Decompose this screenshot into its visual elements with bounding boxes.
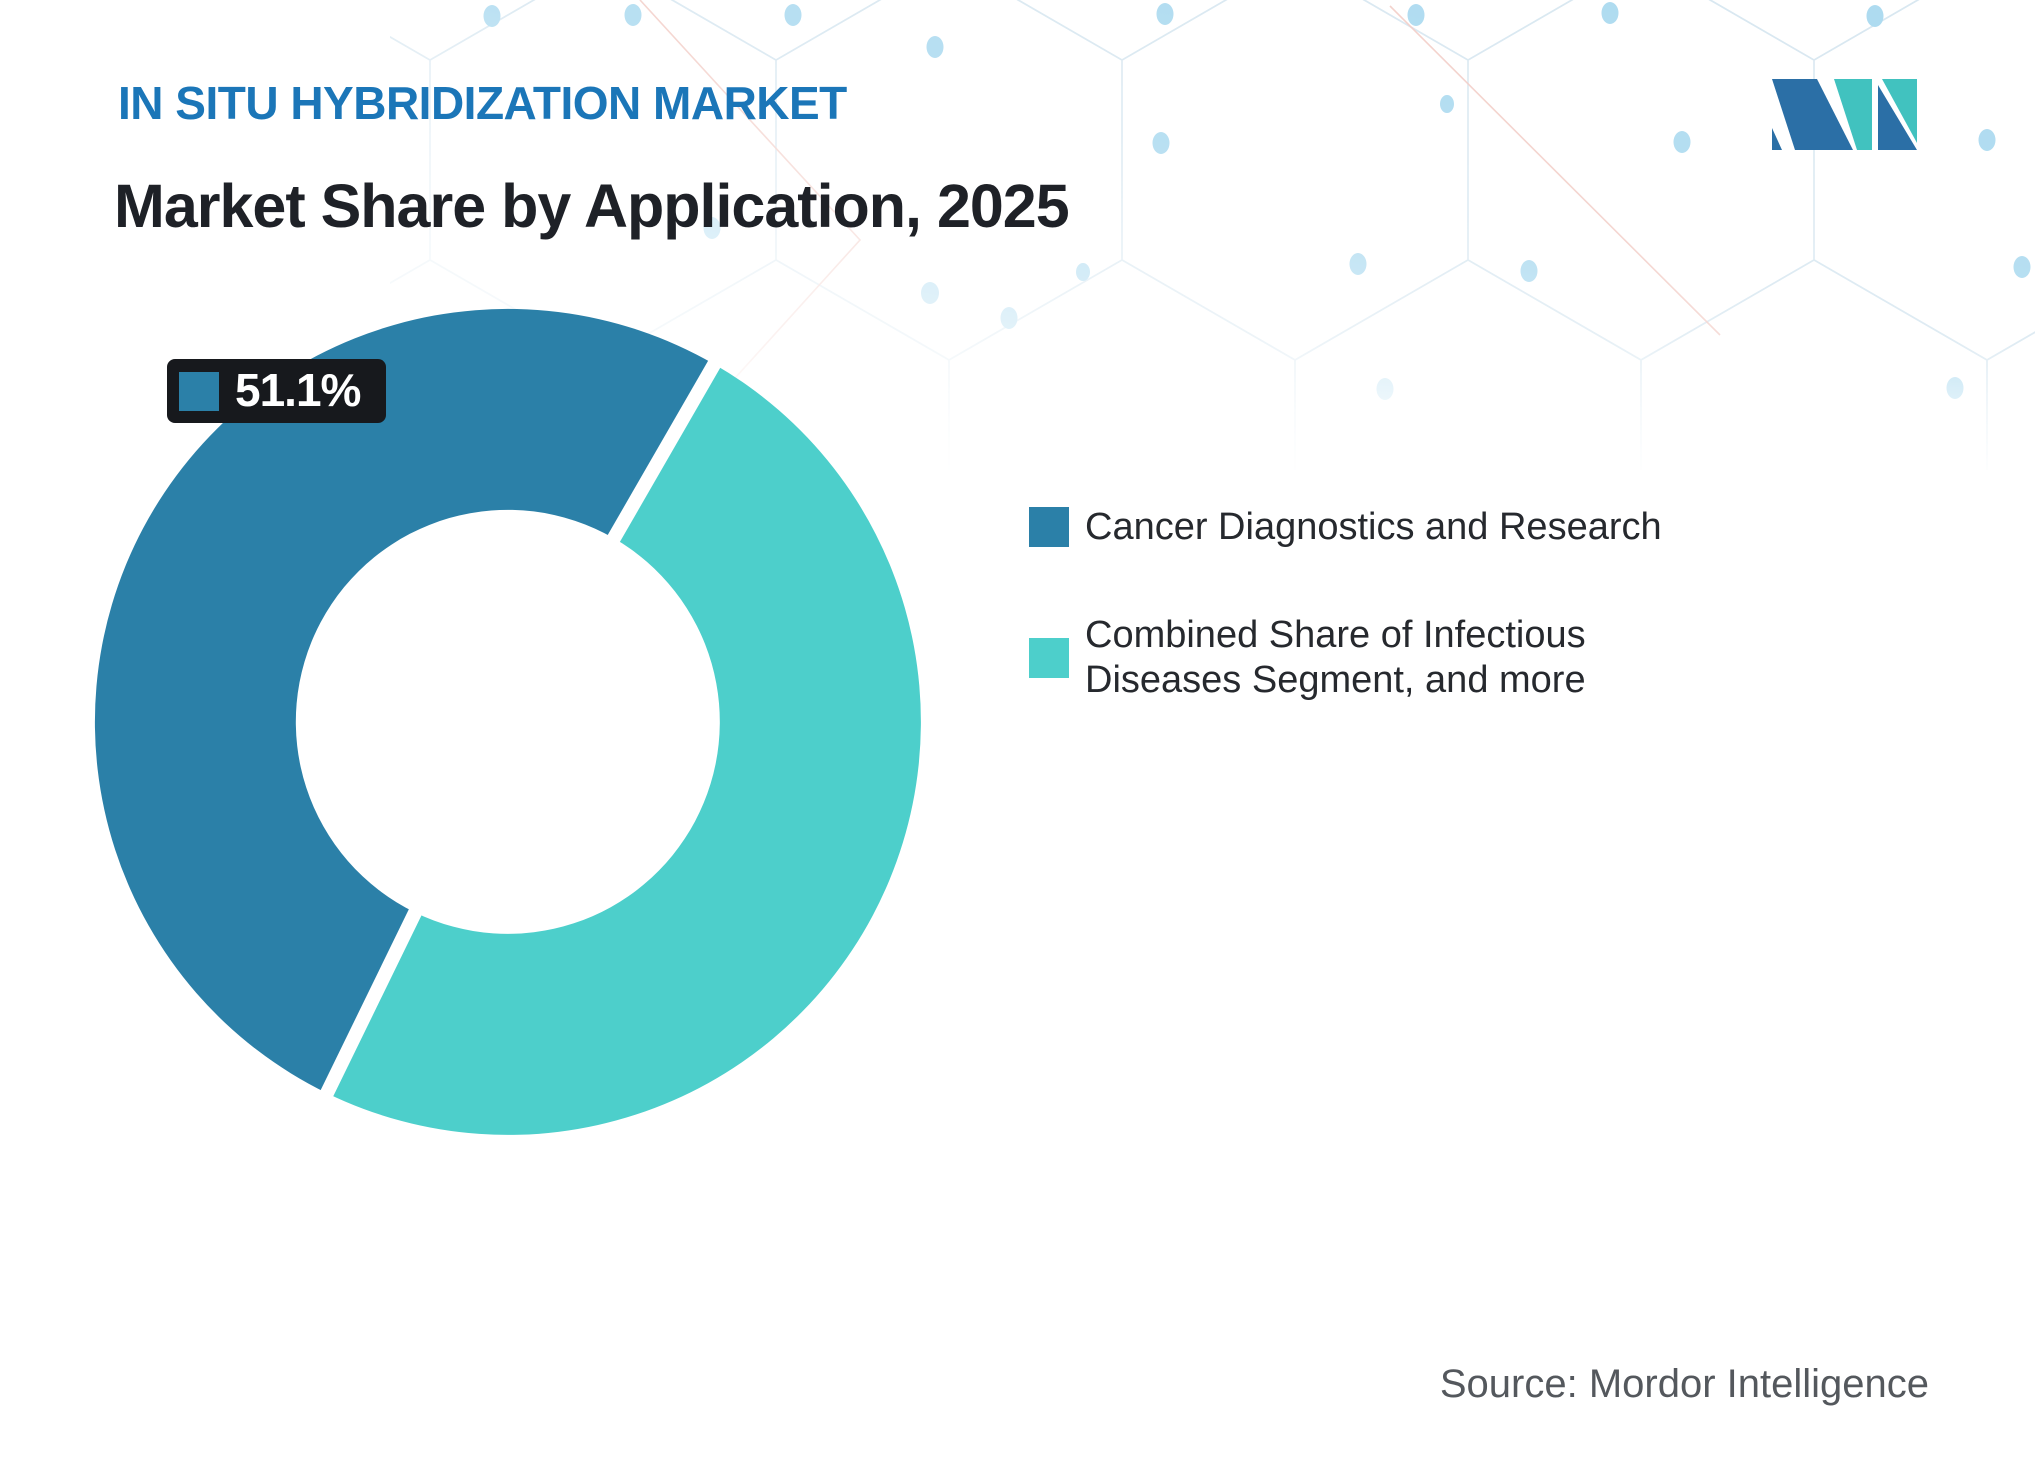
legend-item-cancer-diagnostics: Cancer Diagnostics and Research — [1029, 505, 1665, 550]
page-title: Market Share by Application, 2025 — [114, 171, 1070, 240]
callout-value: 51.1% — [235, 363, 361, 416]
pattern-dots — [483, 2, 2031, 400]
chart-legend: Cancer Diagnostics and Research Combined… — [1029, 505, 1665, 702]
legend-item-label: Cancer Diagnostics and Research — [1085, 506, 1662, 548]
value-callout: 51.1% — [167, 359, 387, 423]
report-category: IN SITU HYBRIDIZATION MARKET — [118, 77, 847, 129]
source-attribution: Source: Mordor Intelligence — [1439, 1362, 1929, 1406]
donut-chart — [88, 299, 928, 1145]
legend-item-label: Combined Share of Infectious Diseases Se… — [1085, 613, 1586, 701]
segment-gap — [604, 351, 726, 548]
donut-svg — [94, 308, 921, 1135]
callout-swatch-icon — [179, 371, 219, 411]
donut-segment-2 — [327, 364, 921, 1135]
legend-swatch-icon — [1029, 637, 1069, 678]
legend-item-infectious-diseases: Combined Share of Infectious Diseases Se… — [1029, 613, 1665, 703]
legend-swatch-icon — [1029, 507, 1069, 548]
pattern-accent-lines — [639, 0, 1721, 431]
mordor-intelligence-logo — [1772, 79, 1917, 150]
donut-segment-1 — [94, 308, 715, 1094]
segment-gap — [315, 903, 425, 1107]
